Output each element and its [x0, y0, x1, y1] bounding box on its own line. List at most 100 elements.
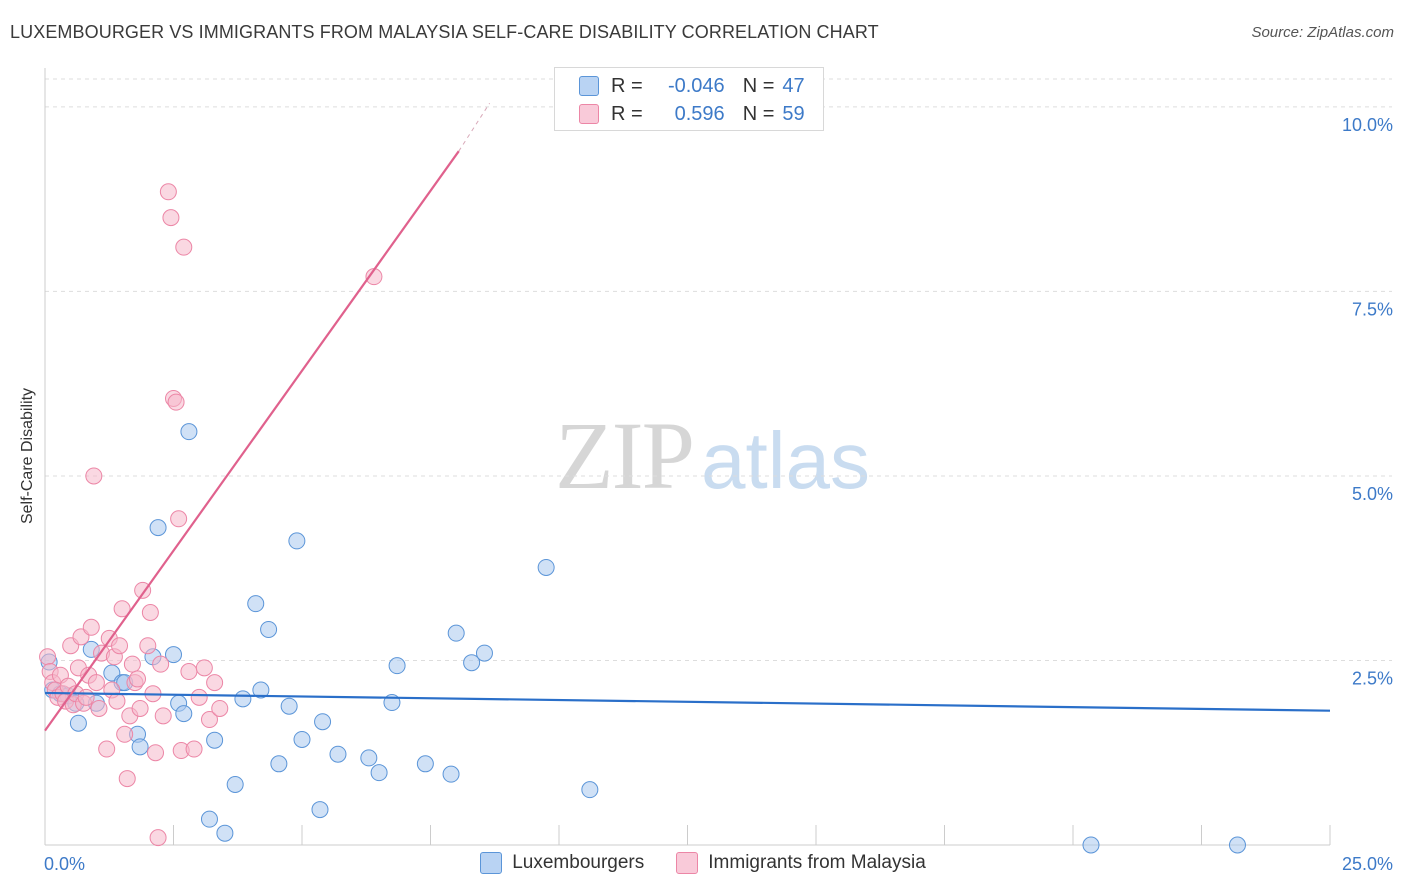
y-tick-label: 2.5%: [1352, 668, 1393, 688]
point-malaysia: [195, 659, 213, 677]
point-luxembourgers: [175, 705, 193, 723]
point-malaysia: [170, 510, 188, 528]
point-luxembourgers: [293, 730, 311, 748]
point-luxembourgers: [180, 423, 198, 441]
legend-swatch-pink: [579, 104, 599, 124]
point-luxembourgers: [226, 775, 244, 793]
point-malaysia: [190, 688, 208, 706]
point-luxembourgers: [370, 764, 388, 782]
chart-title: LUXEMBOURGER VS IMMIGRANTS FROM MALAYSIA…: [10, 22, 879, 42]
point-malaysia: [116, 725, 134, 743]
point-malaysia: [149, 829, 167, 847]
point-luxembourgers: [270, 755, 288, 773]
point-luxembourgers: [1082, 836, 1100, 854]
y-tick-label: 10.0%: [1342, 115, 1393, 135]
point-malaysia: [159, 183, 177, 201]
legend-item-malaysia: Immigrants from Malaysia: [676, 852, 926, 874]
point-malaysia: [175, 238, 193, 256]
legend-r-label: R =: [611, 74, 643, 97]
point-luxembourgers: [581, 781, 599, 799]
point-malaysia: [82, 618, 100, 636]
trend-line-luxembourgers: [44, 691, 1331, 712]
x-tick-label: 25.0%: [1342, 854, 1393, 874]
point-luxembourgers: [206, 731, 224, 749]
point-luxembourgers: [200, 810, 218, 828]
point-malaysia: [77, 688, 95, 706]
watermark-atlas: atlas: [701, 416, 870, 505]
point-malaysia: [87, 674, 105, 692]
point-malaysia: [98, 740, 116, 758]
point-malaysia: [131, 699, 149, 717]
point-luxembourgers: [314, 713, 332, 731]
legend-n-label: N =: [742, 102, 775, 125]
legend-label: Immigrants from Malaysia: [708, 852, 926, 873]
legend-swatch-blue: [480, 852, 503, 874]
point-malaysia: [200, 711, 218, 729]
point-luxembourgers: [1228, 836, 1246, 854]
point-luxembourgers: [329, 745, 347, 763]
point-luxembourgers: [360, 749, 378, 767]
point-luxembourgers: [311, 801, 329, 819]
legend-label: Luxembourgers: [512, 852, 645, 873]
point-luxembourgers: [288, 532, 306, 550]
legend-item-luxembourgers: Luxembourgers: [480, 852, 644, 874]
legend-swatch-blue: [579, 76, 599, 96]
point-luxembourgers: [447, 624, 465, 642]
watermark-zip: ZIP: [555, 402, 695, 509]
point-malaysia: [154, 707, 172, 725]
point-luxembourgers: [234, 690, 252, 708]
point-malaysia: [180, 663, 198, 681]
legend-row-malaysia: R = 0.596 N = 59: [579, 100, 805, 128]
point-luxembourgers: [416, 755, 434, 773]
y-tick-label: 7.5%: [1352, 299, 1393, 319]
point-malaysia: [211, 699, 229, 717]
point-luxembourgers: [131, 738, 149, 756]
point-malaysia: [206, 674, 224, 692]
legend-n-value: 47: [782, 74, 805, 97]
point-malaysia: [152, 655, 170, 673]
point-luxembourgers: [260, 620, 278, 638]
point-malaysia: [139, 637, 157, 655]
legend-swatch-pink: [676, 852, 699, 874]
trend-line-malaysia: [44, 150, 460, 732]
point-malaysia: [141, 604, 159, 621]
correlation-legend: R = -0.046 N = 47 R = 0.596 N = 59: [554, 67, 824, 131]
x-tick-label: 0.0%: [44, 854, 85, 874]
point-malaysia: [108, 692, 126, 710]
point-malaysia: [118, 770, 136, 788]
legend-r-value: 0.596: [674, 102, 725, 125]
point-luxembourgers: [475, 644, 493, 662]
legend-r-label: R =: [611, 102, 643, 125]
point-malaysia: [147, 744, 165, 762]
point-luxembourgers: [216, 824, 234, 842]
legend-n-label: N =: [742, 74, 775, 97]
legend-r-value: -0.046: [667, 74, 725, 97]
point-luxembourgers: [388, 657, 406, 675]
point-malaysia: [90, 699, 108, 717]
point-malaysia: [129, 670, 147, 688]
point-luxembourgers: [252, 681, 270, 699]
point-malaysia: [185, 740, 203, 758]
trend-line-malaysia-extension: [458, 102, 491, 152]
point-luxembourgers: [165, 646, 182, 664]
point-malaysia: [167, 393, 185, 411]
point-malaysia: [113, 600, 131, 618]
source-label: Source: ZipAtlas.com: [1251, 24, 1394, 41]
point-malaysia: [162, 209, 180, 227]
point-luxembourgers: [537, 558, 555, 576]
point-luxembourgers: [280, 697, 298, 715]
point-luxembourgers: [149, 519, 167, 537]
legend-row-luxembourgers: R = -0.046 N = 47: [579, 72, 805, 100]
point-luxembourgers: [69, 714, 87, 732]
watermark: ZIP atlas: [555, 400, 870, 511]
y-tick-label: 5.0%: [1352, 484, 1393, 504]
point-luxembourgers: [442, 765, 460, 783]
point-malaysia: [39, 648, 57, 666]
point-luxembourgers: [247, 595, 265, 613]
point-malaysia: [123, 655, 141, 673]
legend-n-value: 59: [782, 102, 805, 125]
point-malaysia: [111, 637, 129, 655]
point-luxembourgers: [463, 654, 481, 672]
point-malaysia: [85, 467, 103, 485]
